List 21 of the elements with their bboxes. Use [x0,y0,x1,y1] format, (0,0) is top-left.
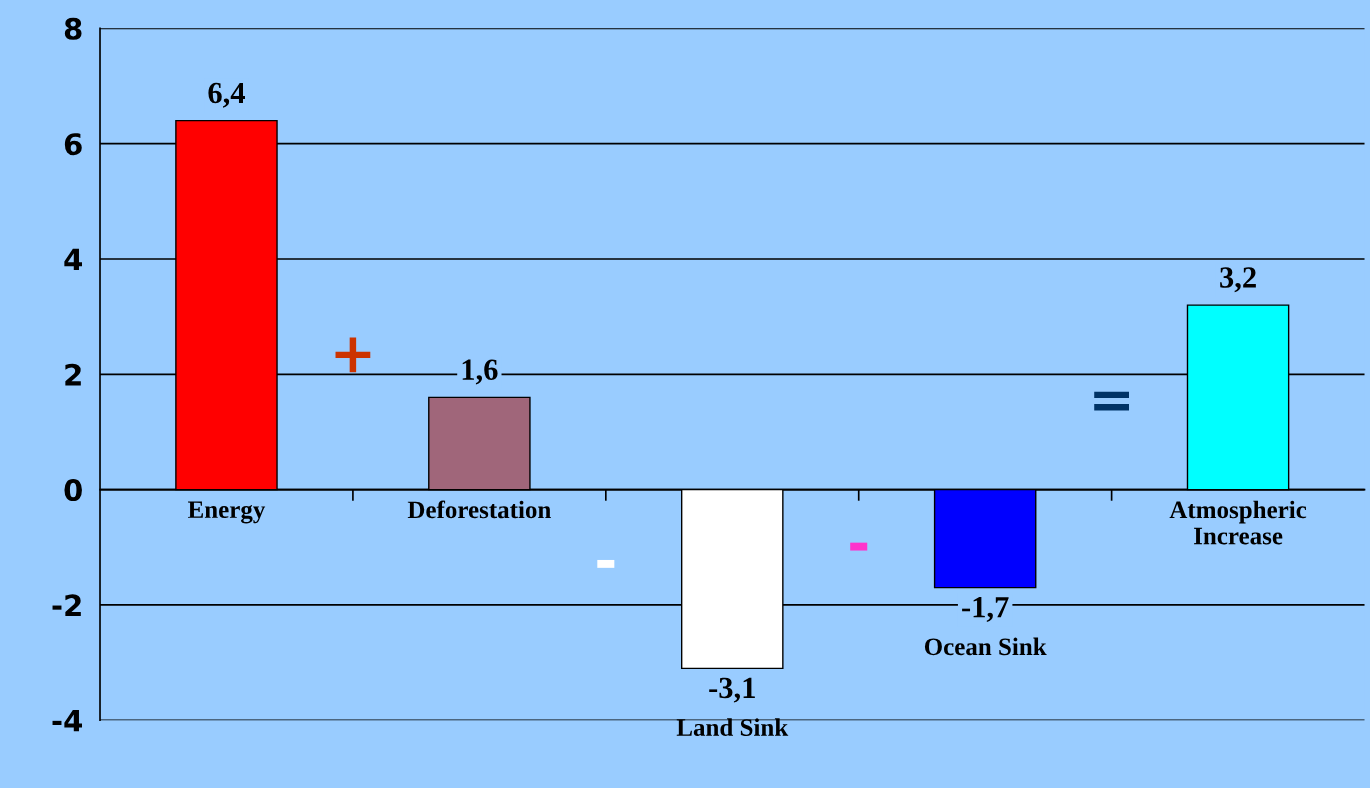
data-label: 3,2 [1220,267,1256,293]
x-tick-label: Deforestation [407,500,551,519]
data-label: 1,6 [462,359,498,385]
annotation: + [335,337,371,373]
annotation: = [1094,391,1129,411]
y-tick-label: -4 [52,710,82,732]
y-tick-label: 2 [65,363,81,386]
annotation: - [597,559,615,568]
y-tick-label: 8 [64,17,82,40]
x-tick-label: Land Sink [676,718,789,736]
y-tick-label: 0 [64,479,82,502]
data-label: 6,4 [208,82,245,108]
data-label: -1,7 [962,596,1009,622]
annotation: - [850,542,868,551]
x-tick-label: Atmospheric Increase [1169,500,1307,545]
x-tick-label: Ocean Sink [924,637,1047,656]
y-tick-label: 4 [64,248,82,271]
y-tick-label: 6 [64,133,82,156]
data-label: -3,1 [709,677,755,703]
y-tick-label: -2 [52,594,81,616]
x-tick-label: Energy [188,501,266,524]
